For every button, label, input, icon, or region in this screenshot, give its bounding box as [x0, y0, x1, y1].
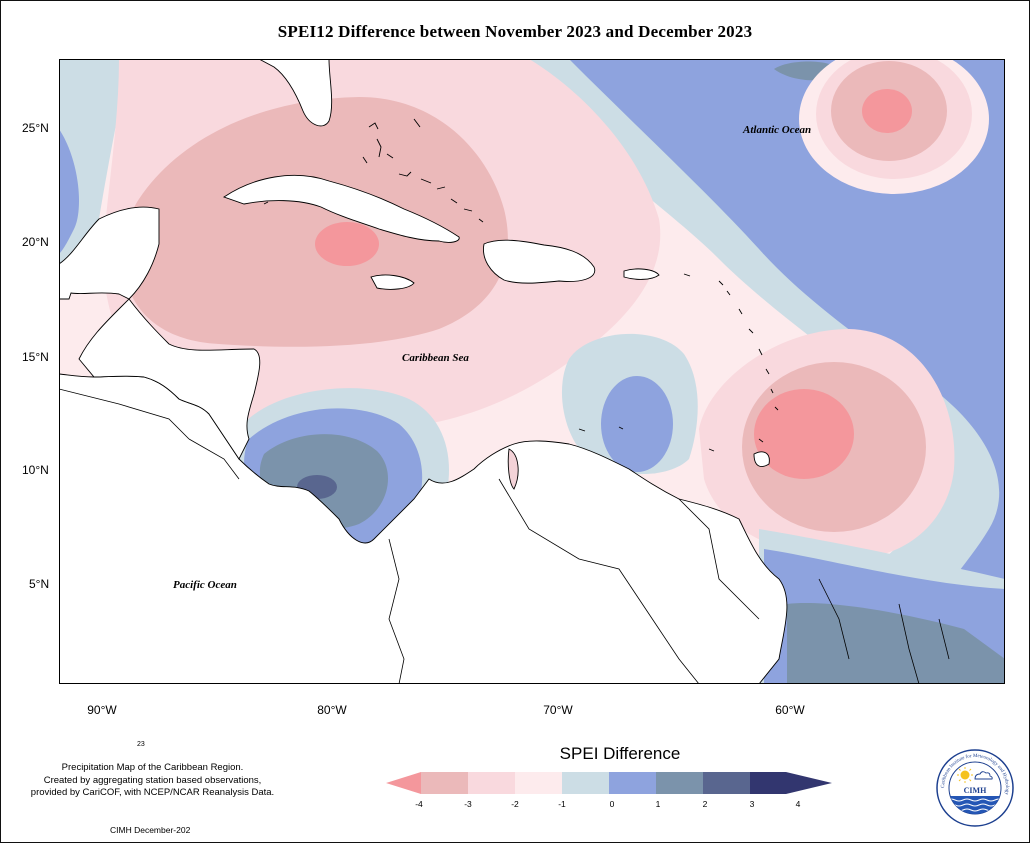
legend-tick-pos3: 3	[749, 799, 755, 809]
land-cuba	[222, 175, 460, 243]
map-svg: Atlantic Ocean Caribbean Sea Pacific Oce…	[59, 59, 1005, 684]
map-title: SPEI12 Difference between November 2023 …	[277, 22, 753, 41]
land-trinidad	[753, 451, 770, 467]
lon-tick-90w: 90°W	[87, 703, 117, 717]
legend-tick-pos2: 2	[702, 799, 708, 809]
legend-swatch-pos4	[750, 772, 832, 794]
legend-tick-neg1: -1	[558, 799, 566, 809]
credit-text: CIMH December-202	[110, 825, 191, 835]
land-jamaica	[370, 274, 415, 290]
logo-text: CIMH	[964, 786, 987, 795]
legend-tick-pos1: 1	[655, 799, 661, 809]
footnote-line-1: Precipitation Map of the Caribbean Regio…	[61, 762, 244, 773]
legend-tick-neg2: -2	[511, 799, 519, 809]
land-puerto-rico	[623, 268, 660, 280]
lon-tick-60w: 60°W	[775, 703, 805, 717]
legend-tick-neg4: -4	[415, 799, 423, 809]
lesser-antilles-islands	[578, 273, 779, 452]
label-caribbean-sea: Caribbean Sea	[402, 352, 469, 364]
lon-tick-80w: 80°W	[317, 703, 347, 717]
land-lake-maracaibo	[507, 448, 519, 490]
legend-swatch-pos1	[609, 772, 656, 794]
field-venezuela-blue	[601, 376, 673, 472]
legend-swatch-neg1	[515, 772, 562, 794]
map-border	[59, 59, 1005, 684]
legend-colorbar	[386, 772, 832, 794]
land-honduras-nicaragua	[78, 298, 261, 460]
legend-tick-neg3: -3	[464, 799, 472, 809]
legend-swatch-pos0	[562, 772, 609, 794]
field-west-edge-light	[59, 59, 129, 279]
lat-tick-5n: 5°N	[29, 577, 50, 591]
bahamas-islands	[263, 118, 484, 223]
footnote-line-3: provided by CariCOF, with NCEP/NCAR Rean…	[30, 787, 275, 798]
cloud-icon	[974, 771, 993, 780]
sun-rays-icon	[957, 767, 973, 783]
country-borders	[59, 388, 950, 684]
label-pacific-ocean: Pacific Ocean	[173, 579, 237, 591]
map-panel: Atlantic Ocean Caribbean Sea Pacific Oce…	[59, 59, 1005, 684]
legend-swatch-pos2	[656, 772, 703, 794]
lat-tick-15n: 15°N	[22, 350, 49, 364]
land-hispaniola	[483, 239, 596, 284]
field-cuba-core	[315, 222, 379, 266]
lat-tick-25n: 25°N	[22, 121, 49, 135]
legend-tick-pos4: 4	[795, 799, 801, 809]
legend-swatch-neg4	[386, 772, 421, 794]
legend-tick-zero: 0	[609, 799, 615, 809]
field-atlantic-blue	[569, 59, 1005, 684]
field-ne-blob-core	[862, 89, 912, 133]
land-masses	[59, 59, 788, 684]
footnote-line-2: Created by aggregating station based obs…	[43, 774, 262, 786]
legend-swatch-neg3	[421, 772, 468, 794]
field-west-edge-blue	[59, 129, 79, 254]
label-atlantic-ocean: Atlantic Ocean	[742, 124, 811, 136]
legend-title: SPEI Difference	[559, 744, 681, 763]
lat-tick-10n: 10°N	[22, 463, 49, 477]
field-guianas-slate	[787, 603, 1005, 684]
land-florida	[258, 59, 333, 127]
lon-tick-70w: 70°W	[543, 703, 573, 717]
cimh-logo: Caribbean Institute for Meteorology and …	[936, 749, 1014, 827]
legend-swatch-pos3	[703, 772, 750, 794]
legend-swatch-neg2	[468, 772, 515, 794]
sun-icon	[960, 770, 970, 780]
footnote-stub: 23	[137, 741, 145, 748]
footnote-text: Precipitation Map of the Caribbean Regio…	[10, 762, 295, 800]
field-antilles-core	[754, 389, 854, 479]
lat-tick-20n: 20°N	[22, 235, 49, 249]
